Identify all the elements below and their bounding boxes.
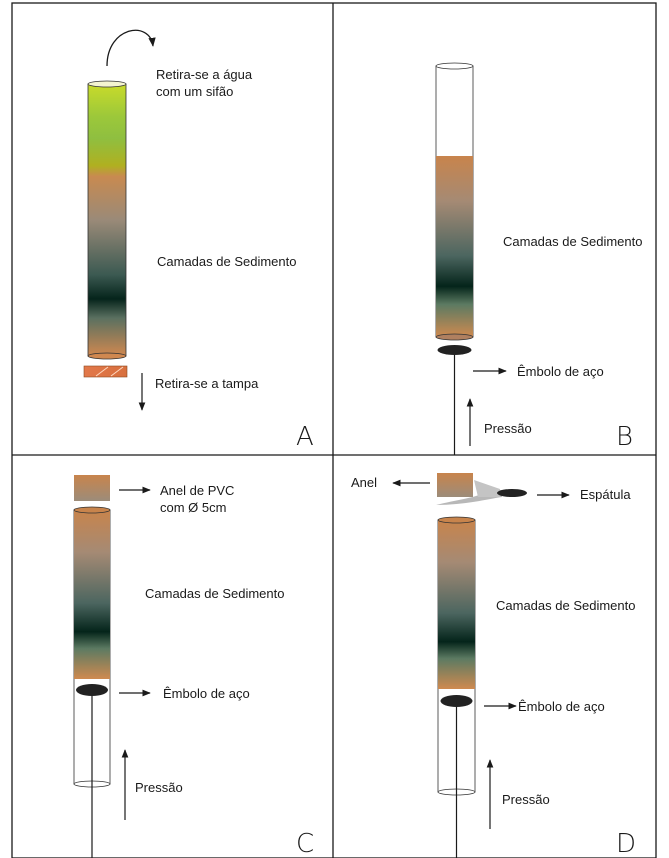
pressure-label-b: Pressão <box>484 421 532 436</box>
panel-letter-b: B <box>616 422 633 452</box>
panel-letter-d: D <box>616 829 636 858</box>
layers-label-b: Camadas de Sedimento <box>503 234 642 249</box>
ring-label-line1: Anel de PVC <box>160 483 234 498</box>
siphon-arrow <box>106 29 156 67</box>
bottom-cap <box>83 365 128 378</box>
tube-top-rim-d <box>437 516 476 524</box>
layers-label-c: Camadas de Sedimento <box>145 586 284 601</box>
spatula <box>436 480 527 505</box>
panel-d: Anel Espátula Camadas de Sedimento Êmbol… <box>351 473 636 858</box>
pressure-label-c: Pressão <box>135 780 183 795</box>
ring-label-d: Anel <box>351 475 377 490</box>
piston-label-c: Êmbolo de aço <box>163 686 250 701</box>
tube-top-rim-c <box>73 506 111 514</box>
steel-piston-c <box>76 684 108 696</box>
spatula-label: Espátula <box>580 487 631 502</box>
panel-letter-c: C <box>296 829 314 858</box>
panel-c: Anel de PVC com Ø 5cm Camadas de Sedimen… <box>73 475 314 858</box>
panel-a: Retira-se a água com um sifão Camadas de… <box>83 29 314 452</box>
tube-top-rim-a <box>87 80 127 88</box>
tube-bottom-rim-a <box>87 352 127 360</box>
siphon-label-line1: Retira-se a água <box>156 67 253 82</box>
siphon-label-line2: com um sifão <box>156 84 233 99</box>
sediment-column-c <box>74 510 110 679</box>
pvc-ring-d <box>437 473 473 497</box>
piston-label-b: Êmbolo de aço <box>517 364 604 379</box>
layers-label-a: Camadas de Sedimento <box>157 254 296 269</box>
cap-label: Retira-se a tampa <box>155 376 259 391</box>
tube-bottom-rim-b <box>435 333 474 341</box>
pressure-label-d: Pressão <box>502 792 550 807</box>
steel-piston-b <box>437 345 472 355</box>
steel-piston-d <box>440 695 473 707</box>
sediment-column-b <box>436 156 473 337</box>
panel-b: Camadas de Sedimento Êmbolo de aço Press… <box>435 62 642 455</box>
layers-label-d: Camadas de Sedimento <box>496 598 635 613</box>
sediment-column-d <box>438 520 475 689</box>
pvc-ring-c <box>74 475 110 501</box>
piston-label-d: Êmbolo de aço <box>518 699 605 714</box>
diagram-frame <box>11 2 657 858</box>
core-tube-a <box>87 83 127 357</box>
panel-letter-a: A <box>296 422 314 452</box>
ring-label-line2: com Ø 5cm <box>160 500 226 515</box>
tube-top-rim-b <box>435 62 474 70</box>
